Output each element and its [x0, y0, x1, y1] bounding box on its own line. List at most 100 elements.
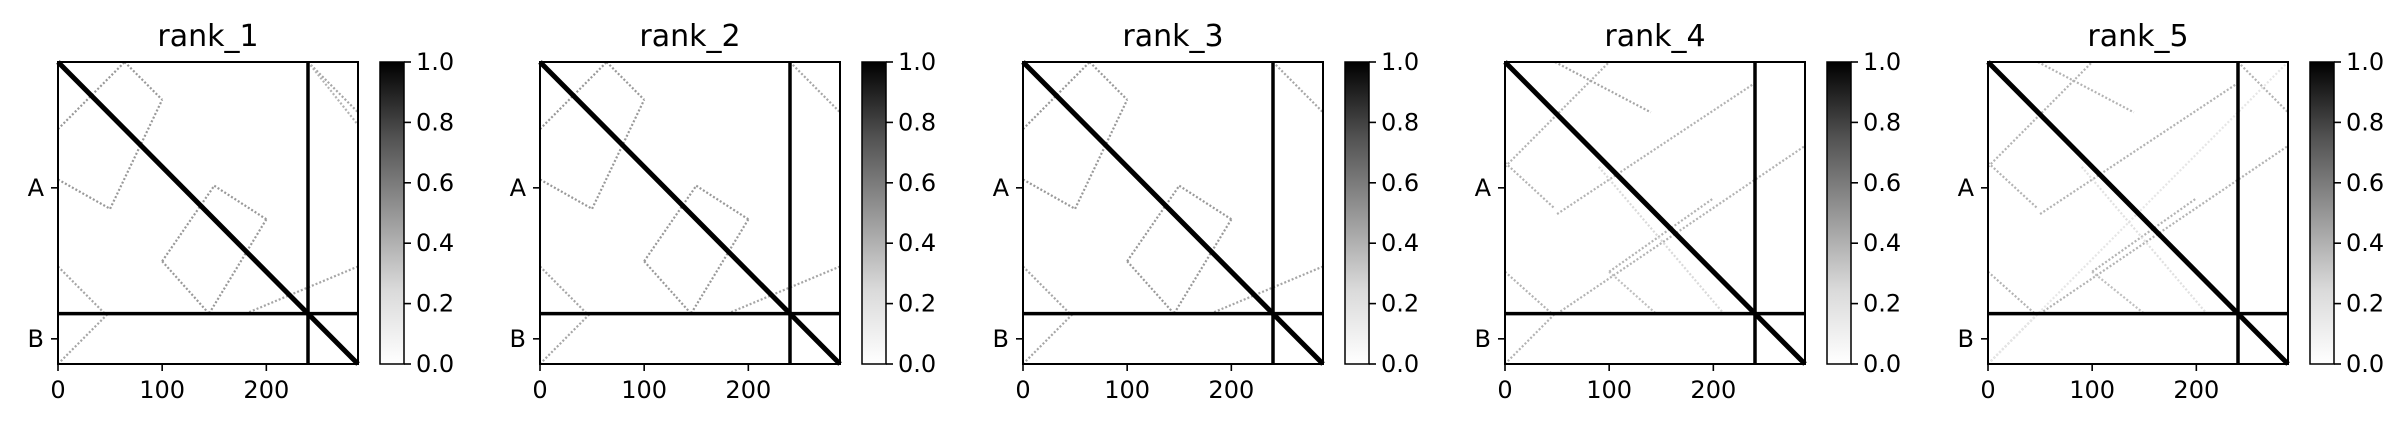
colorbar-tick-label: 0.8 [2346, 108, 2384, 136]
colorbar [1345, 62, 1369, 364]
pattern-line [245, 265, 359, 315]
pattern-line [1088, 61, 1128, 101]
pattern-line [1126, 185, 1181, 262]
x-tick-label: 100 [139, 376, 185, 404]
pattern-line [1556, 82, 1756, 215]
colorbar-frame [1344, 61, 1370, 365]
plot-frame [57, 61, 359, 365]
y-tick-label: A [1475, 174, 1492, 202]
colorbar-tick-label: 0.6 [2346, 169, 2384, 197]
colorbar-tick-label: 1.0 [416, 48, 454, 76]
colorbar-tick-label: 0.6 [1863, 169, 1901, 197]
plot-frame [1504, 61, 1806, 365]
colorbar-tick-label: 0.2 [416, 290, 454, 318]
pattern-line [591, 99, 646, 210]
colorbar-tick-label: 0.0 [2346, 350, 2384, 378]
plot-frame [539, 61, 841, 365]
pattern-line [1504, 161, 1556, 210]
pattern-line [539, 265, 588, 315]
pattern-line [57, 265, 106, 315]
pattern-line [1608, 197, 1714, 273]
colorbar-tick-label: 0.4 [416, 229, 454, 257]
pattern-line [161, 185, 216, 262]
panel-title: rank_1 [157, 19, 258, 54]
y-tick-label: A [28, 174, 45, 202]
colorbar-tick-label: 1.0 [1863, 48, 1901, 76]
pattern-line [1022, 265, 1071, 315]
y-tick-label: A [510, 174, 527, 202]
panel-rank_2: rank_2 0 100 200 A B 0.0 0.2 0.4 0.6 0.8 1.0 [510, 19, 937, 404]
colorbar-tick-label: 0.8 [1381, 108, 1419, 136]
pattern-line [1597, 166, 1725, 315]
x-tick-label: 0 [1980, 376, 1995, 404]
plot-frame [1022, 61, 1324, 365]
colorbar-tick-label: 0.4 [898, 229, 936, 257]
colorbar-tick-label: 0.0 [898, 350, 936, 378]
y-tick-label: B [28, 325, 44, 353]
pattern-line [1504, 270, 1553, 315]
pattern-line [208, 218, 268, 315]
colorbar-tick-label: 0.6 [416, 169, 454, 197]
colorbar-tick-label: 0.0 [1863, 350, 1901, 378]
colorbar [1827, 62, 1851, 364]
x-tick-label: 200 [1208, 376, 1254, 404]
pattern-line [1556, 144, 1806, 315]
colorbar [2310, 62, 2334, 364]
colorbar-tick-label: 0.4 [2346, 229, 2384, 257]
panel-rank_4: rank_4 0 100 200 A B 0.0 0.2 0.4 0.6 0.8 1.0 [1475, 19, 1902, 404]
colorbar-frame [1826, 61, 1852, 365]
pattern-line [727, 265, 841, 315]
colorbar-tick-label: 0.6 [898, 169, 936, 197]
colorbar-frame [379, 61, 405, 365]
x-tick-label: 200 [243, 376, 289, 404]
colorbar-frame [2309, 61, 2335, 365]
colorbar-tick-label: 0.0 [416, 350, 454, 378]
pattern-line [57, 178, 111, 210]
pattern-line [643, 185, 698, 262]
colorbar-tick-label: 0.2 [1381, 290, 1419, 318]
colorbar-tick-label: 0.4 [1381, 229, 1419, 257]
pattern-line [123, 61, 163, 101]
pattern-line [2080, 166, 2208, 315]
colorbar-tick-label: 1.0 [1381, 48, 1419, 76]
pattern-line [1987, 270, 2036, 315]
colorbar-tick-label: 0.0 [1381, 350, 1419, 378]
pattern-line [109, 99, 164, 210]
colorbar-tick-label: 1.0 [898, 48, 936, 76]
y-tick-label: A [993, 174, 1010, 202]
pattern-line [2091, 197, 2197, 273]
x-tick-label: 0 [50, 376, 65, 404]
pattern-line [690, 218, 750, 315]
pattern-line [2039, 144, 2289, 315]
pattern-line [1074, 99, 1129, 210]
pattern-line [307, 61, 359, 126]
panel-title: rank_2 [639, 19, 740, 54]
panel-rank_3: rank_3 0 100 200 A B 0.0 0.2 0.4 0.6 0.8 1.0 [993, 19, 1420, 404]
colorbar-tick-label: 0.6 [1381, 169, 1419, 197]
x-tick-label: 0 [532, 376, 547, 404]
pattern-line [1210, 265, 1324, 315]
colorbar-tick-label: 0.2 [1863, 290, 1901, 318]
colorbar-tick-label: 0.2 [2346, 290, 2384, 318]
pattern-line [1987, 161, 2039, 210]
colorbar-tick-label: 0.8 [1863, 108, 1901, 136]
plot-frame [1987, 61, 2289, 365]
colorbar-frame [861, 61, 887, 365]
panel-title: rank_5 [2087, 19, 2188, 54]
panel-rank_1: rank_1 0 100 200 A B 0.0 0.2 0.4 0.6 0.8 1.0 [28, 19, 455, 404]
panel-title: rank_3 [1122, 19, 1223, 54]
x-tick-label: 200 [725, 376, 771, 404]
colorbar [380, 62, 404, 364]
x-tick-label: 100 [1586, 376, 1632, 404]
panel-rank_5: rank_5 0 100 200 A B 0.0 0.2 0.4 0.6 0.8 1.0 [1958, 19, 2385, 404]
colorbar-tick-label: 0.4 [1863, 229, 1901, 257]
pattern-line [2091, 270, 2145, 315]
x-tick-label: 200 [1690, 376, 1736, 404]
y-tick-label: B [510, 325, 526, 353]
pattern-line [1022, 178, 1076, 210]
x-tick-label: 200 [2173, 376, 2219, 404]
y-tick-label: B [993, 325, 1009, 353]
x-tick-label: 100 [621, 376, 667, 404]
x-tick-label: 0 [1497, 376, 1512, 404]
